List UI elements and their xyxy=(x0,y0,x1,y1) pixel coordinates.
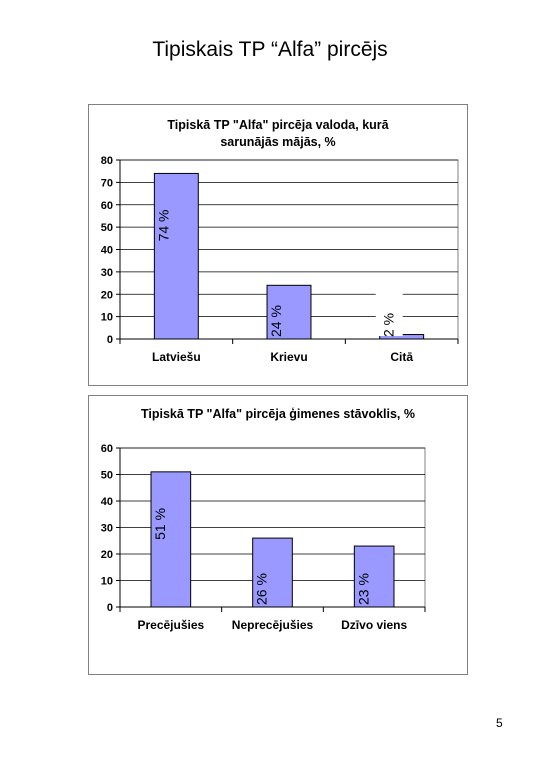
y-tick-label-language-7: 70 xyxy=(101,177,113,189)
bar-family-0 xyxy=(150,471,192,608)
x-tick-label-language-0: Latviešu xyxy=(152,350,201,364)
y-tick-label-language-3: 30 xyxy=(101,267,113,279)
y-tick-label-language-2: 20 xyxy=(101,289,113,301)
data-label-language-1: 24 % xyxy=(268,305,284,337)
x-tick-label-language-1: Krievu xyxy=(270,350,307,364)
chart-language-title: Tipiskā TP "Alfa" pircēja valoda, kurā s… xyxy=(89,117,467,151)
data-label-language-0: 74 % xyxy=(155,210,171,242)
x-tick-label-family-0: Precējušies xyxy=(137,618,204,632)
chart-language-svg: 0 10 20 30 40 50 60 70 80 Latviešu 74 % Krievu 24 % C… xyxy=(101,155,459,364)
y-tick-label-language-6: 60 xyxy=(101,200,113,212)
data-label-family-2: 23 % xyxy=(355,573,371,605)
chart-family-svg: 0 10 20 30 40 50 60 Precējušies 51 % Neprecējušie… xyxy=(101,443,426,632)
x-tick-label-family-1: Neprecējušies xyxy=(232,618,314,632)
chart-language-frame: Tipiskā TP "Alfa" pircēja valoda, kurā s… xyxy=(88,104,468,386)
page-title: Tipiskais TP “Alfa” pircējs xyxy=(152,38,388,61)
bar-language-0 xyxy=(153,172,199,340)
y-tick-label-family-3: 30 xyxy=(101,523,113,535)
y-tick-label-language-1: 10 xyxy=(101,312,113,324)
y-tick-label-family-0: 0 xyxy=(107,602,113,614)
y-tick-label-family-6: 60 xyxy=(101,443,113,455)
chart-family-title-line-1: Tipiskā TP "Alfa" pircēja ģimenes stāvok… xyxy=(140,407,415,421)
x-tick-label-language-2: Citā xyxy=(390,350,413,364)
data-label-bg-language-2 xyxy=(375,281,403,336)
data-label-family-0: 51 % xyxy=(152,508,168,540)
x-tick-label-family-2: Dzīvo viens xyxy=(341,618,407,632)
y-tick-label-family-4: 40 xyxy=(101,496,113,508)
y-tick-label-language-5: 50 xyxy=(101,222,113,234)
bar-family-1 xyxy=(252,537,293,608)
data-label-language-2: 2 % xyxy=(381,313,397,337)
chart-language-title-line-2: sarunājās mājās, % xyxy=(220,135,336,149)
page-number: 5 xyxy=(496,716,503,730)
chart-language-title-line-1: Tipiskā TP "Alfa" pircēja valoda, kurā xyxy=(167,118,389,132)
y-tick-label-family-2: 20 xyxy=(101,549,113,561)
y-tick-label-language-0: 0 xyxy=(107,334,113,346)
bar-language-1 xyxy=(266,284,312,340)
y-tick-label-language-8: 80 xyxy=(101,155,113,167)
y-tick-label-family-1: 10 xyxy=(101,576,113,588)
y-tick-label-language-4: 40 xyxy=(101,245,113,257)
chart-family-title: Tipiskā TP "Alfa" pircēja ģimenes stāvok… xyxy=(89,406,467,423)
bar-family-2 xyxy=(353,545,395,608)
y-tick-label-family-5: 50 xyxy=(101,470,113,482)
data-label-family-1: 26 % xyxy=(254,573,270,605)
chart-family-frame: Tipiskā TP "Alfa" pircēja ģimenes stāvok… xyxy=(88,395,468,675)
